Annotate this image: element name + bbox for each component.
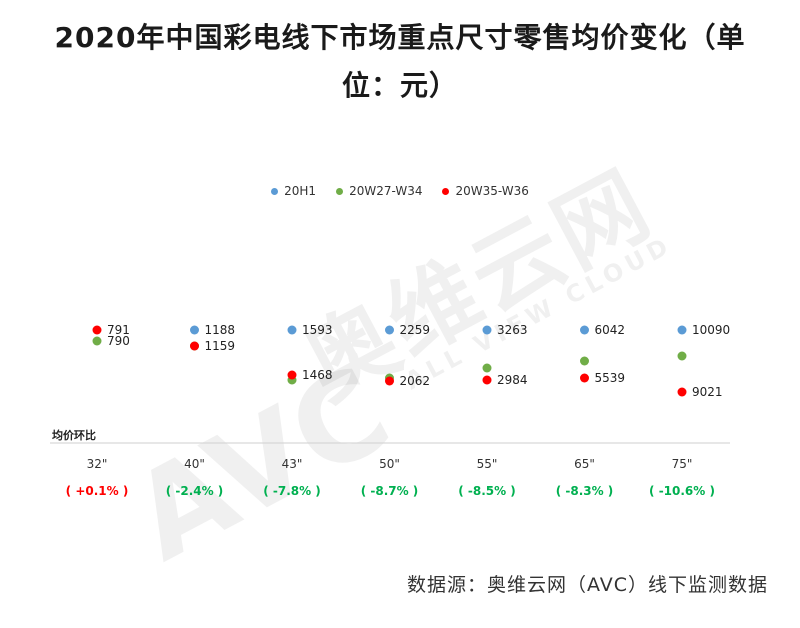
point-20w35-w36-3 <box>385 376 394 386</box>
mom-change-3: ( -8.7% ) <box>361 484 419 498</box>
legend-item-20h1: 20H1 <box>271 184 316 198</box>
data-label-5-0: 6042 <box>595 323 626 337</box>
title-line-2: 位：元） <box>341 69 458 102</box>
legend-label-20h1: 20H1 <box>284 184 317 198</box>
title-line-1: 2020年中国彩电线下市场重点尺寸零售均价变化（单 <box>54 21 746 54</box>
point-20w27-w34-4 <box>482 363 492 373</box>
mom-change-0: ( +0.1% ) <box>66 484 129 498</box>
mom-change-6: ( -10.6% ) <box>649 484 715 498</box>
point-20h1-5 <box>580 325 589 335</box>
point-20w35-w36-6 <box>677 387 687 397</box>
legend-item-20w35-w36: 20W35-W36 <box>442 184 529 198</box>
point-20w35-w36-0 <box>92 325 102 335</box>
point-20h1-6 <box>677 325 687 335</box>
point-20w27-w34-5 <box>580 356 589 366</box>
legend-swatch-20h1 <box>271 187 279 195</box>
data-source-note: 数据源：奥维云网（AVC）线下监测数据 <box>406 574 768 596</box>
chart-title: 2020年中国彩电线下市场重点尺寸零售均价变化（单 位：元） <box>20 14 780 110</box>
data-label-0-1: 790 <box>107 334 130 348</box>
mom-change-5: ( -8.3% ) <box>556 484 614 498</box>
tick-label-3: 50" <box>379 457 400 471</box>
data-label-6-1: 9021 <box>692 385 723 399</box>
tick-label-1: 40" <box>184 457 205 471</box>
data-label-5-1: 5539 <box>595 371 626 385</box>
data-label-4-0: 3263 <box>497 323 528 337</box>
legend-label-20w27-w34: 20W27-W34 <box>349 184 423 198</box>
point-20w27-w34-6 <box>677 351 687 361</box>
data-label-0-0: 791 <box>107 323 130 337</box>
point-20h1-2 <box>287 325 297 335</box>
legend-swatch-20w35-w36 <box>442 187 450 195</box>
mom-change-4: ( -8.5% ) <box>458 484 516 498</box>
legend: 20H1 20W27-W34 20W35-W36 <box>0 184 800 198</box>
legend-swatch-20w27-w34 <box>336 187 344 195</box>
tick-label-2: 43" <box>282 457 303 471</box>
data-label-1-0: 1188 <box>205 323 236 337</box>
point-20w35-w36-4 <box>482 375 492 385</box>
data-label-6-0: 10090 <box>692 323 730 337</box>
tick-label-5: 65" <box>574 457 595 471</box>
point-20h1-4 <box>482 325 492 335</box>
data-label-2-0: 1593 <box>302 323 333 337</box>
point-20w35-w36-2 <box>287 370 297 380</box>
mom-change-1: ( -2.4% ) <box>166 484 224 498</box>
data-label-3-1: 2062 <box>400 374 431 388</box>
tick-label-6: 75" <box>672 457 693 471</box>
legend-label-20w35-w36: 20W35-W36 <box>455 184 529 198</box>
point-20w35-w36-5 <box>580 373 589 383</box>
row-label-mom: 均价环比 <box>52 428 96 442</box>
point-20h1-3 <box>385 325 394 335</box>
data-label-2-1: 1468 <box>302 368 333 382</box>
data-label-1-1: 1159 <box>205 339 236 353</box>
point-20w35-w36-1 <box>190 341 199 351</box>
data-label-4-1: 2984 <box>497 373 528 387</box>
legend-item-20w27-w34: 20W27-W34 <box>336 184 422 198</box>
tick-label-4: 55" <box>477 457 498 471</box>
data-label-3-0: 2259 <box>400 323 431 337</box>
tick-label-0: 32" <box>87 457 108 471</box>
point-20h1-1 <box>190 325 199 335</box>
mom-change-2: ( -7.8% ) <box>263 484 321 498</box>
point-20w27-w34-0 <box>92 336 102 346</box>
